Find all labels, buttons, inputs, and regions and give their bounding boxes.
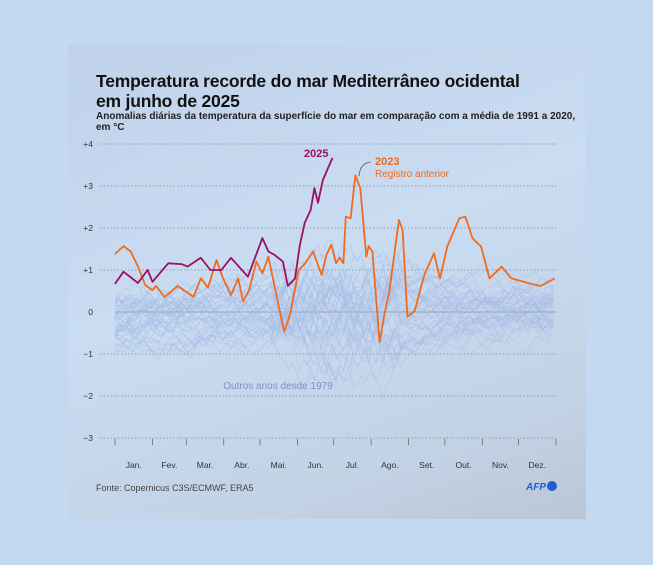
month-label: Nov.	[492, 460, 509, 470]
other-year-line	[114, 260, 554, 360]
line-2023	[114, 174, 556, 344]
highlight-lines	[114, 157, 556, 344]
other-year-line	[114, 245, 554, 333]
month-label: Mai.	[271, 460, 287, 470]
other-year-line	[114, 302, 554, 352]
month-label: Mar.	[197, 460, 214, 470]
y-tick-label: −2	[83, 391, 93, 401]
afp-logo: AFP	[526, 481, 557, 493]
label-registro-anterior: Registro anterior	[375, 169, 450, 180]
month-label: Ago.	[381, 460, 399, 470]
afp-logo-dot	[547, 481, 557, 491]
title-line-1: Temperatura recorde do mar Mediterrâneo …	[96, 71, 520, 91]
y-tick-label: +4	[83, 139, 93, 149]
chart-title: Temperatura recorde do mar Mediterrâneo …	[96, 71, 520, 111]
month-label: Out.	[456, 460, 472, 470]
y-tick-label: +1	[83, 265, 93, 275]
month-label: Jul.	[346, 460, 359, 470]
y-tick-label: −3	[83, 433, 93, 443]
y-tick-label: +2	[83, 223, 93, 233]
other-year-line	[114, 261, 554, 331]
annotation-connector	[358, 161, 372, 177]
infographic-card: Temperatura recorde do mar Mediterrâneo …	[68, 45, 586, 519]
other-year-line	[114, 248, 554, 348]
label-2025: 2025	[304, 148, 328, 160]
month-label: Jan.	[126, 460, 142, 470]
line-2025	[114, 157, 334, 287]
month-label: Dez.	[529, 460, 546, 470]
month-label: Jun.	[308, 460, 324, 470]
other-years-lines	[114, 239, 554, 399]
y-tick-label: +3	[83, 181, 93, 191]
other-years-label: Outros anos desde 1979	[223, 381, 333, 392]
afp-logo-text: AFP	[526, 482, 546, 493]
source-note: Fonte: Copernicus C3S/ECMWF, ERA5	[96, 483, 254, 493]
other-year-line	[114, 284, 554, 347]
other-year-line	[114, 273, 554, 332]
other-year-line	[114, 268, 554, 340]
chart-subtitle: Anomalias diárias da temperatura da supe…	[96, 111, 576, 133]
other-year-line	[114, 278, 554, 352]
month-label: Fev.	[161, 460, 177, 470]
chart-svg: Outros anos desde 1979 2025 2023 Registr…	[83, 139, 557, 470]
title-line-2: em junho de 2025	[96, 91, 240, 111]
x-axis: Jan. Fev. Mar. Abr. Mai. Jun. Jul. Ago. Set. Out.…	[114, 439, 557, 470]
y-axis: +4 +3 +2 +1 0 −1 −2 −3	[83, 139, 93, 443]
other-year-line	[114, 298, 554, 384]
month-label: Set.	[419, 460, 434, 470]
y-tick-label: 0	[88, 307, 93, 317]
month-label: Abr.	[234, 460, 249, 470]
other-year-line	[114, 259, 554, 344]
y-tick-label: −1	[83, 349, 93, 359]
label-2023: 2023	[375, 156, 399, 168]
other-year-line	[114, 275, 554, 355]
other-year-line	[114, 300, 554, 370]
